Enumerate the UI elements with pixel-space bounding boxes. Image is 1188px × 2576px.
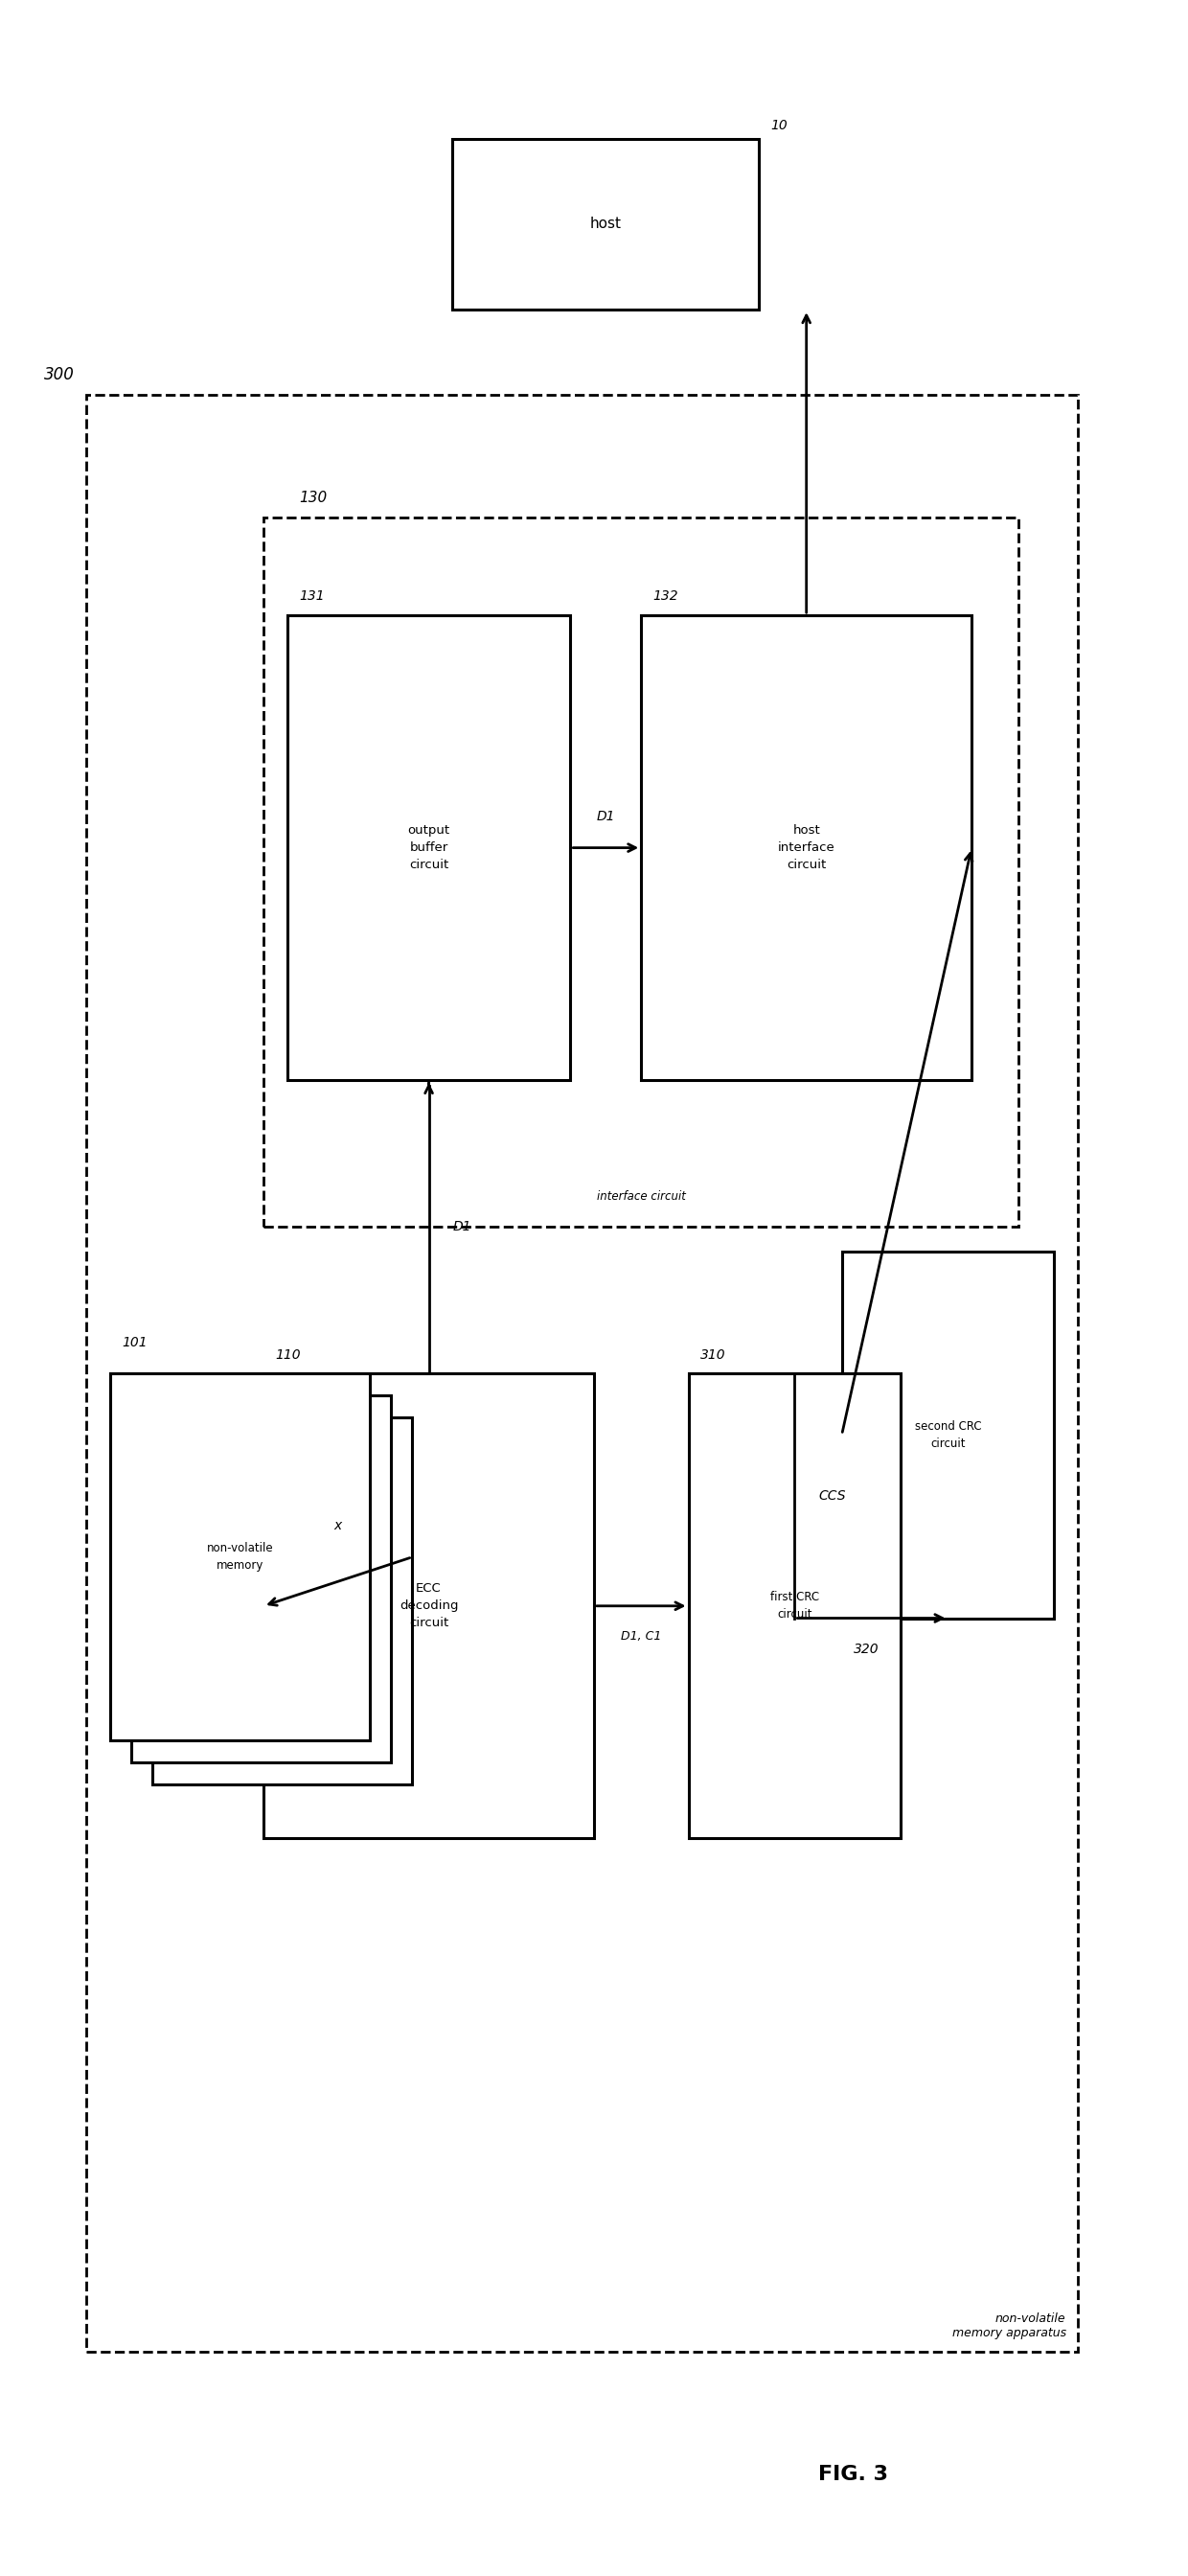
Text: D1: D1 [596,809,615,824]
Text: host
interface
circuit: host interface circuit [778,824,835,871]
Text: output
buffer
circuit: output buffer circuit [407,824,450,871]
Text: 320: 320 [854,1643,879,1656]
Text: 132: 132 [653,590,678,603]
Text: 101: 101 [122,1337,147,1350]
Bar [132,1396,391,1762]
Text: interface circuit: interface circuit [596,1190,685,1203]
Text: 310: 310 [700,1347,726,1360]
Text: 300: 300 [44,366,75,384]
Bar [842,1252,1054,1618]
Text: x: x [334,1520,342,1533]
Text: host: host [590,216,621,232]
Bar [642,616,972,1079]
Text: first CRC
circuit: first CRC circuit [770,1592,819,1620]
Text: non-volatile
memory: non-volatile memory [207,1543,273,1571]
Text: 131: 131 [299,590,324,603]
Bar [264,1373,594,1839]
Text: 130: 130 [299,492,327,505]
Text: non-volatile
memory apparatus: non-volatile memory apparatus [952,2313,1066,2339]
Bar [453,139,759,309]
Text: FIG. 3: FIG. 3 [819,2465,889,2483]
Text: D1: D1 [453,1221,472,1234]
Text: 10: 10 [771,118,788,131]
Bar [688,1373,901,1839]
Text: ECC
decoding
circuit: ECC decoding circuit [399,1582,459,1631]
Bar [87,394,1078,2352]
Text: D1, C1: D1, C1 [621,1631,662,1643]
Text: 110: 110 [276,1347,301,1360]
Bar [264,518,1019,1226]
Text: CCS: CCS [819,1489,846,1502]
Bar [110,1373,369,1741]
Bar [153,1417,412,1785]
Text: second CRC
circuit: second CRC circuit [915,1419,981,1450]
Bar [287,616,570,1079]
